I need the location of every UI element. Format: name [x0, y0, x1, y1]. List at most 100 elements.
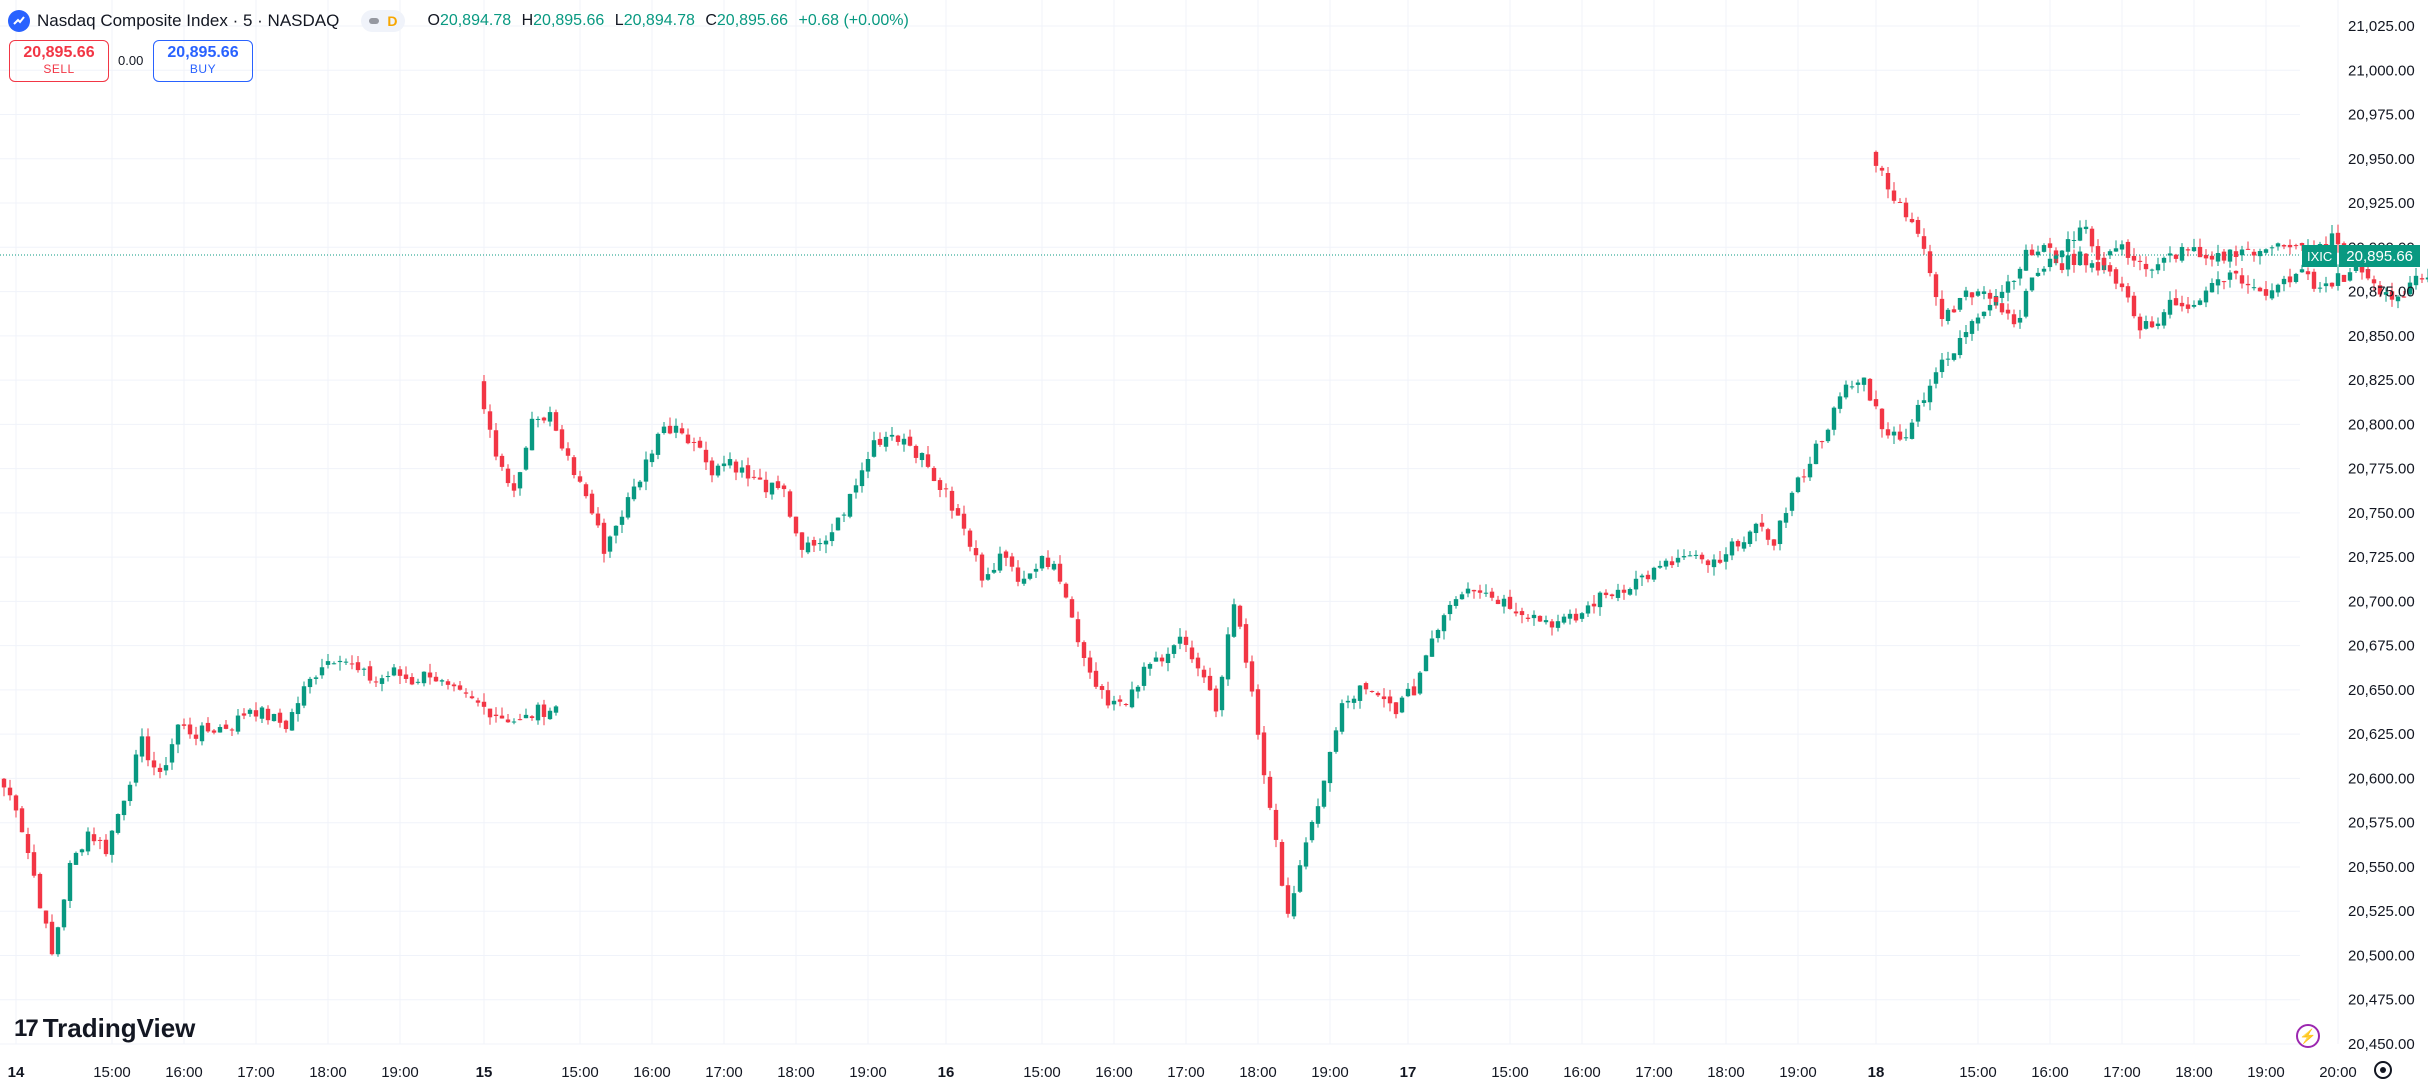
candle-body — [727, 459, 733, 466]
candle-body — [1021, 578, 1027, 584]
candle-body — [715, 465, 721, 476]
candle-body — [1711, 559, 1717, 568]
candle-body — [1057, 563, 1063, 582]
candle-body — [259, 707, 265, 719]
candle-body — [235, 715, 241, 732]
sell-button[interactable]: 20,895.66 SELL — [9, 40, 109, 82]
y-tick-label: 20,675.00 — [2348, 638, 2415, 655]
candle-body — [187, 724, 193, 735]
candle-body — [1195, 657, 1201, 669]
y-tick-label: 20,750.00 — [2348, 505, 2415, 522]
candle-body — [1171, 645, 1177, 654]
candle-body — [1069, 599, 1075, 618]
candle-body — [2197, 246, 2203, 258]
candle-body — [619, 516, 625, 525]
candle-body — [691, 441, 697, 443]
candle-body — [2347, 272, 2353, 281]
gear-icon[interactable] — [2374, 1061, 2392, 1079]
candle-body — [2029, 277, 2035, 291]
candle-body — [1039, 555, 1045, 569]
candle-body — [79, 849, 85, 853]
candle-body — [433, 676, 439, 682]
candle-body — [793, 516, 799, 534]
candle-body — [2131, 295, 2137, 317]
candle-body — [1345, 700, 1351, 703]
market-status-pill[interactable]: D — [361, 10, 406, 32]
candle-body — [829, 532, 835, 542]
candle-body — [1669, 561, 1675, 566]
symbol-title[interactable]: Nasdaq Composite Index · 5 · NASDAQ — [37, 11, 340, 30]
buy-button[interactable]: 20,895.66 BUY — [153, 40, 253, 82]
candle-body — [721, 463, 727, 467]
candle-body — [283, 720, 289, 730]
candle-body — [973, 548, 979, 556]
candle-body — [1945, 358, 1951, 360]
candle-body — [1903, 437, 1909, 439]
candle-body — [2317, 287, 2323, 289]
candle-body — [1981, 311, 1987, 317]
candle-body — [2257, 287, 2263, 292]
candle-body — [1609, 594, 1615, 597]
candle-body — [505, 468, 511, 484]
candle-body — [2173, 298, 2179, 306]
candle-body — [2017, 317, 2023, 323]
x-tick-label: 20:00 — [2319, 1064, 2357, 1081]
candle-body — [385, 676, 391, 678]
candle-body — [1681, 556, 1687, 558]
y-tick-label: 20,600.00 — [2348, 770, 2415, 787]
x-tick-label: 18 — [1868, 1064, 1885, 1081]
candle-body — [1375, 692, 1381, 696]
y-tick-label: 20,625.00 — [2348, 726, 2415, 743]
lightning-bolt-icon[interactable]: ⚡ — [2296, 1024, 2320, 1048]
candle-body — [1693, 554, 1699, 556]
y-tick-label: 20,875.00 — [2348, 284, 2415, 301]
symbol-logo-icon[interactable] — [8, 10, 30, 32]
candle-body — [1873, 151, 1879, 166]
candle-body — [2143, 321, 2149, 329]
candle-body — [1429, 638, 1435, 657]
candle-body — [1357, 685, 1363, 701]
candle-body — [1399, 697, 1405, 713]
candle-body — [1243, 624, 1249, 663]
y-tick-label: 20,925.00 — [2348, 195, 2415, 212]
candle-body — [1465, 588, 1471, 594]
candle-body — [1897, 201, 1903, 203]
candle-body — [685, 434, 691, 444]
x-tick-label: 15:00 — [1023, 1064, 1061, 1081]
candle-body — [1621, 589, 1627, 593]
candle-body — [2215, 279, 2221, 286]
candle-body — [145, 736, 151, 761]
candle-body — [1393, 702, 1399, 715]
y-tick-label: 20,650.00 — [2348, 682, 2415, 699]
candle-body — [439, 680, 445, 682]
candle-body — [1, 778, 7, 788]
candle-body — [445, 681, 451, 685]
candle-body — [73, 852, 79, 865]
candle-body — [331, 663, 337, 665]
candle-body — [1861, 377, 1867, 385]
candle-body — [2341, 274, 2347, 282]
price-axis[interactable]: 21,025.00 21,000.00 20,975.00 20,950.00 20,9… — [2348, 18, 2415, 1053]
candle-body — [1963, 290, 1969, 297]
candle-body — [109, 830, 115, 855]
candle-body — [421, 671, 427, 684]
candle-body — [2239, 249, 2245, 256]
candle-body — [739, 467, 745, 473]
candle-body — [241, 713, 247, 716]
candle-body — [1945, 309, 1951, 321]
y-tick-label: 20,575.00 — [2348, 815, 2415, 832]
candle-body — [2137, 316, 2143, 331]
time-axis[interactable]: 14 15:00 16:00 17:00 18:00 19:00 15 15:00 16:00 1… — [8, 1064, 2357, 1081]
y-tick-label: 20,500.00 — [2348, 947, 2415, 964]
candle-body — [1639, 575, 1645, 578]
tradingview-logo-icon[interactable]: 17 TradingView — [14, 1013, 195, 1044]
candle-body — [1933, 372, 1939, 384]
candle-body — [901, 438, 907, 445]
candle-body — [175, 724, 181, 745]
candle-body — [1999, 291, 2005, 298]
candle-body — [595, 513, 601, 526]
y-tick-label: 20,800.00 — [2348, 416, 2415, 433]
x-tick-label: 17:00 — [1167, 1064, 1205, 1081]
x-tick-label: 18:00 — [777, 1064, 815, 1081]
